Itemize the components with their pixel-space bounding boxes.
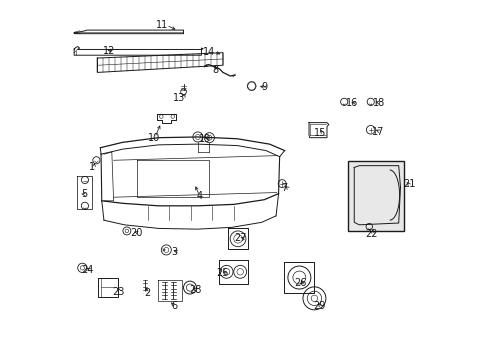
Text: 19: 19 bbox=[199, 134, 211, 144]
Text: 6: 6 bbox=[171, 301, 177, 311]
Text: 26: 26 bbox=[293, 278, 305, 288]
Text: 23: 23 bbox=[112, 287, 124, 297]
Text: 2: 2 bbox=[143, 288, 150, 298]
Text: 24: 24 bbox=[81, 265, 93, 275]
Text: 1: 1 bbox=[89, 162, 95, 172]
Text: 22: 22 bbox=[365, 229, 377, 239]
Text: 15: 15 bbox=[313, 129, 325, 138]
Text: 28: 28 bbox=[188, 285, 201, 296]
FancyBboxPatch shape bbox=[348, 161, 403, 231]
Text: 27: 27 bbox=[234, 233, 246, 243]
Text: 13: 13 bbox=[173, 93, 185, 103]
Text: 21: 21 bbox=[403, 179, 415, 189]
Text: 3: 3 bbox=[171, 247, 177, 257]
Text: 25: 25 bbox=[216, 268, 229, 278]
Text: 14: 14 bbox=[202, 46, 214, 57]
Text: 16: 16 bbox=[345, 98, 358, 108]
Text: 4: 4 bbox=[196, 191, 203, 201]
Text: 11: 11 bbox=[156, 20, 168, 30]
Text: 7: 7 bbox=[281, 183, 287, 193]
Text: 9: 9 bbox=[261, 82, 267, 93]
Text: 20: 20 bbox=[130, 228, 142, 238]
Text: 29: 29 bbox=[313, 301, 325, 311]
Text: 18: 18 bbox=[372, 98, 385, 108]
Text: 5: 5 bbox=[81, 189, 87, 199]
Text: 8: 8 bbox=[212, 64, 219, 75]
Text: 10: 10 bbox=[148, 133, 160, 143]
Text: 12: 12 bbox=[102, 46, 115, 56]
Text: 17: 17 bbox=[371, 127, 383, 136]
